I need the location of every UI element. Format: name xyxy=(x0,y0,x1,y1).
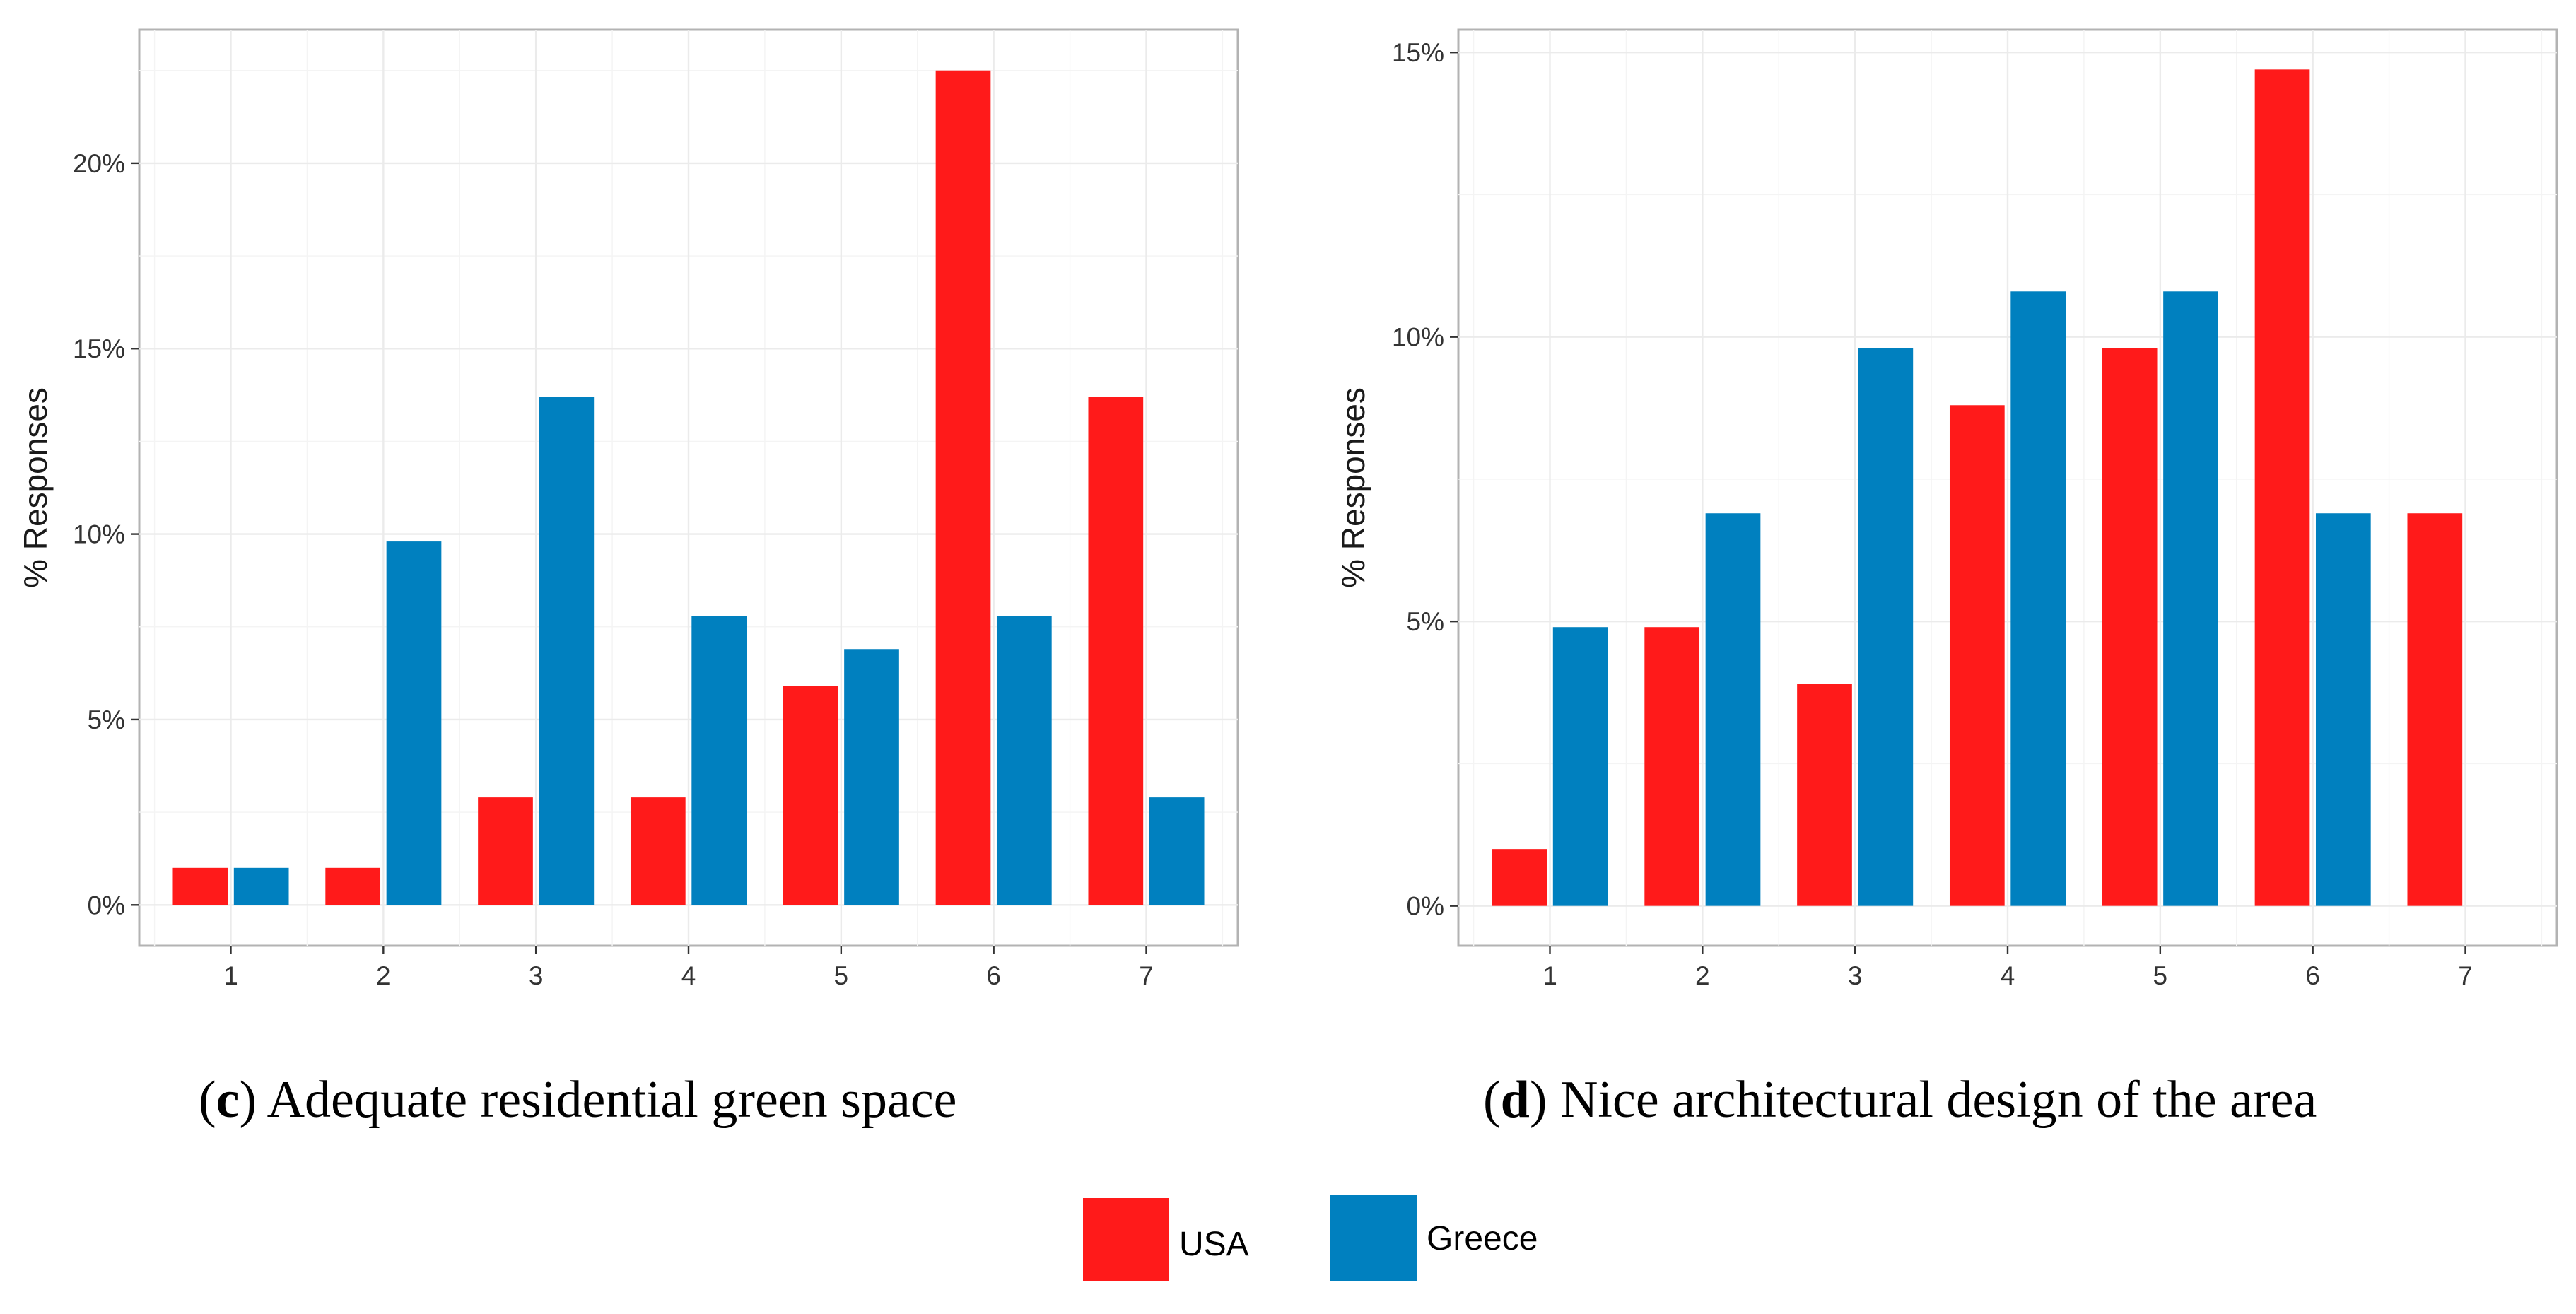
x-axis-c: 1 2 3 4 5 6 7 xyxy=(223,946,1154,990)
bar-usa-1 xyxy=(172,867,228,905)
bar-greece-1 xyxy=(1552,627,1608,906)
bar-greece-3 xyxy=(1858,348,1914,906)
panel-caption-c: (c) Adequate residential green space xyxy=(199,1071,957,1129)
bar-usa-6 xyxy=(2254,69,2310,906)
bar-greece-3 xyxy=(539,397,595,905)
bar-usa-2 xyxy=(1644,627,1700,906)
x-tick-label: 4 xyxy=(2001,961,2015,990)
bar-usa-3 xyxy=(1797,684,1852,906)
bar-usa-6 xyxy=(935,70,991,905)
bar-usa-7 xyxy=(2407,513,2463,906)
bar-greece-2 xyxy=(386,541,442,905)
x-tick-label: 5 xyxy=(834,961,849,990)
bar-usa-3 xyxy=(478,797,533,905)
legend-label-greece: Greece xyxy=(1427,1220,1538,1257)
bar-usa-2 xyxy=(325,867,381,905)
y-tick-label: 20% xyxy=(73,149,125,178)
y-tick-label: 0% xyxy=(1407,892,1444,921)
bar-usa-5 xyxy=(783,686,838,905)
bar-greece-1 xyxy=(233,867,289,905)
y-tick-label: 15% xyxy=(73,334,125,363)
x-tick-label: 6 xyxy=(2305,961,2320,990)
y-tick-label: 10% xyxy=(1392,323,1444,352)
bar-greece-2 xyxy=(1705,513,1761,906)
legend-swatch-usa xyxy=(1083,1198,1169,1281)
x-tick-label: 2 xyxy=(1695,961,1710,990)
bar-greece-4 xyxy=(2010,291,2066,906)
bar-greece-5 xyxy=(2163,291,2218,906)
bar-usa-1 xyxy=(1492,849,1547,906)
bar-usa-4 xyxy=(1949,405,2005,906)
bar-usa-5 xyxy=(2102,348,2158,906)
x-tick-label: 5 xyxy=(2153,961,2168,990)
y-axis-title-c: % Responses xyxy=(17,387,54,588)
bar-usa-4 xyxy=(630,797,686,905)
bar-greece-4 xyxy=(691,616,747,905)
bar-greece-6 xyxy=(996,616,1052,905)
legend-label-usa: USA xyxy=(1179,1226,1249,1263)
x-tick-label: 3 xyxy=(1848,961,1863,990)
x-tick-label: 3 xyxy=(529,961,544,990)
y-tick-label: 5% xyxy=(88,705,125,734)
bar-greece-5 xyxy=(844,649,899,905)
x-tick-label: 7 xyxy=(2458,961,2473,990)
bar-greece-6 xyxy=(2315,513,2371,906)
panel-caption-d: (d) Nice architectural design of the are… xyxy=(1483,1071,2317,1129)
legend: USA Greece xyxy=(1083,1195,1538,1281)
x-tick-label: 6 xyxy=(986,961,1001,990)
bar-usa-7 xyxy=(1088,397,1144,905)
legend-item-usa: USA xyxy=(1083,1198,1249,1281)
bars-c xyxy=(172,70,1205,905)
y-tick-label: 15% xyxy=(1392,38,1444,67)
y-tick-label: 5% xyxy=(1407,607,1444,636)
y-tick-label: 0% xyxy=(88,891,125,920)
gridlines-c xyxy=(139,30,1238,946)
y-axis-d: 0% 5% 10% 15% xyxy=(1392,38,1458,921)
chart-panel-c: 0% 5% 10% 15% 20% 1 2 3 4 5 6 7 % Responses (c) Ad… xyxy=(17,28,1239,1129)
y-tick-label: 10% xyxy=(73,520,125,549)
x-tick-label: 4 xyxy=(681,961,696,990)
gridlines-d xyxy=(1458,30,2557,946)
bars-d xyxy=(1492,69,2463,906)
x-axis-d: 1 2 3 4 5 6 7 xyxy=(1542,946,2473,990)
x-tick-label: 7 xyxy=(1139,961,1154,990)
y-axis-c: 0% 5% 10% 15% 20% xyxy=(73,149,139,920)
x-tick-label: 2 xyxy=(376,961,391,990)
legend-item-greece: Greece xyxy=(1330,1195,1538,1281)
legend-swatch-greece xyxy=(1330,1195,1417,1281)
x-tick-label: 1 xyxy=(1542,961,1557,990)
bar-greece-7 xyxy=(1149,797,1205,905)
x-tick-label: 1 xyxy=(223,961,238,990)
y-axis-title-d: % Responses xyxy=(1335,387,1371,588)
chart-panel-d: 0% 5% 10% 15% 1 2 3 4 5 6 7 % Responses (d) Nice … xyxy=(1335,28,2558,1129)
